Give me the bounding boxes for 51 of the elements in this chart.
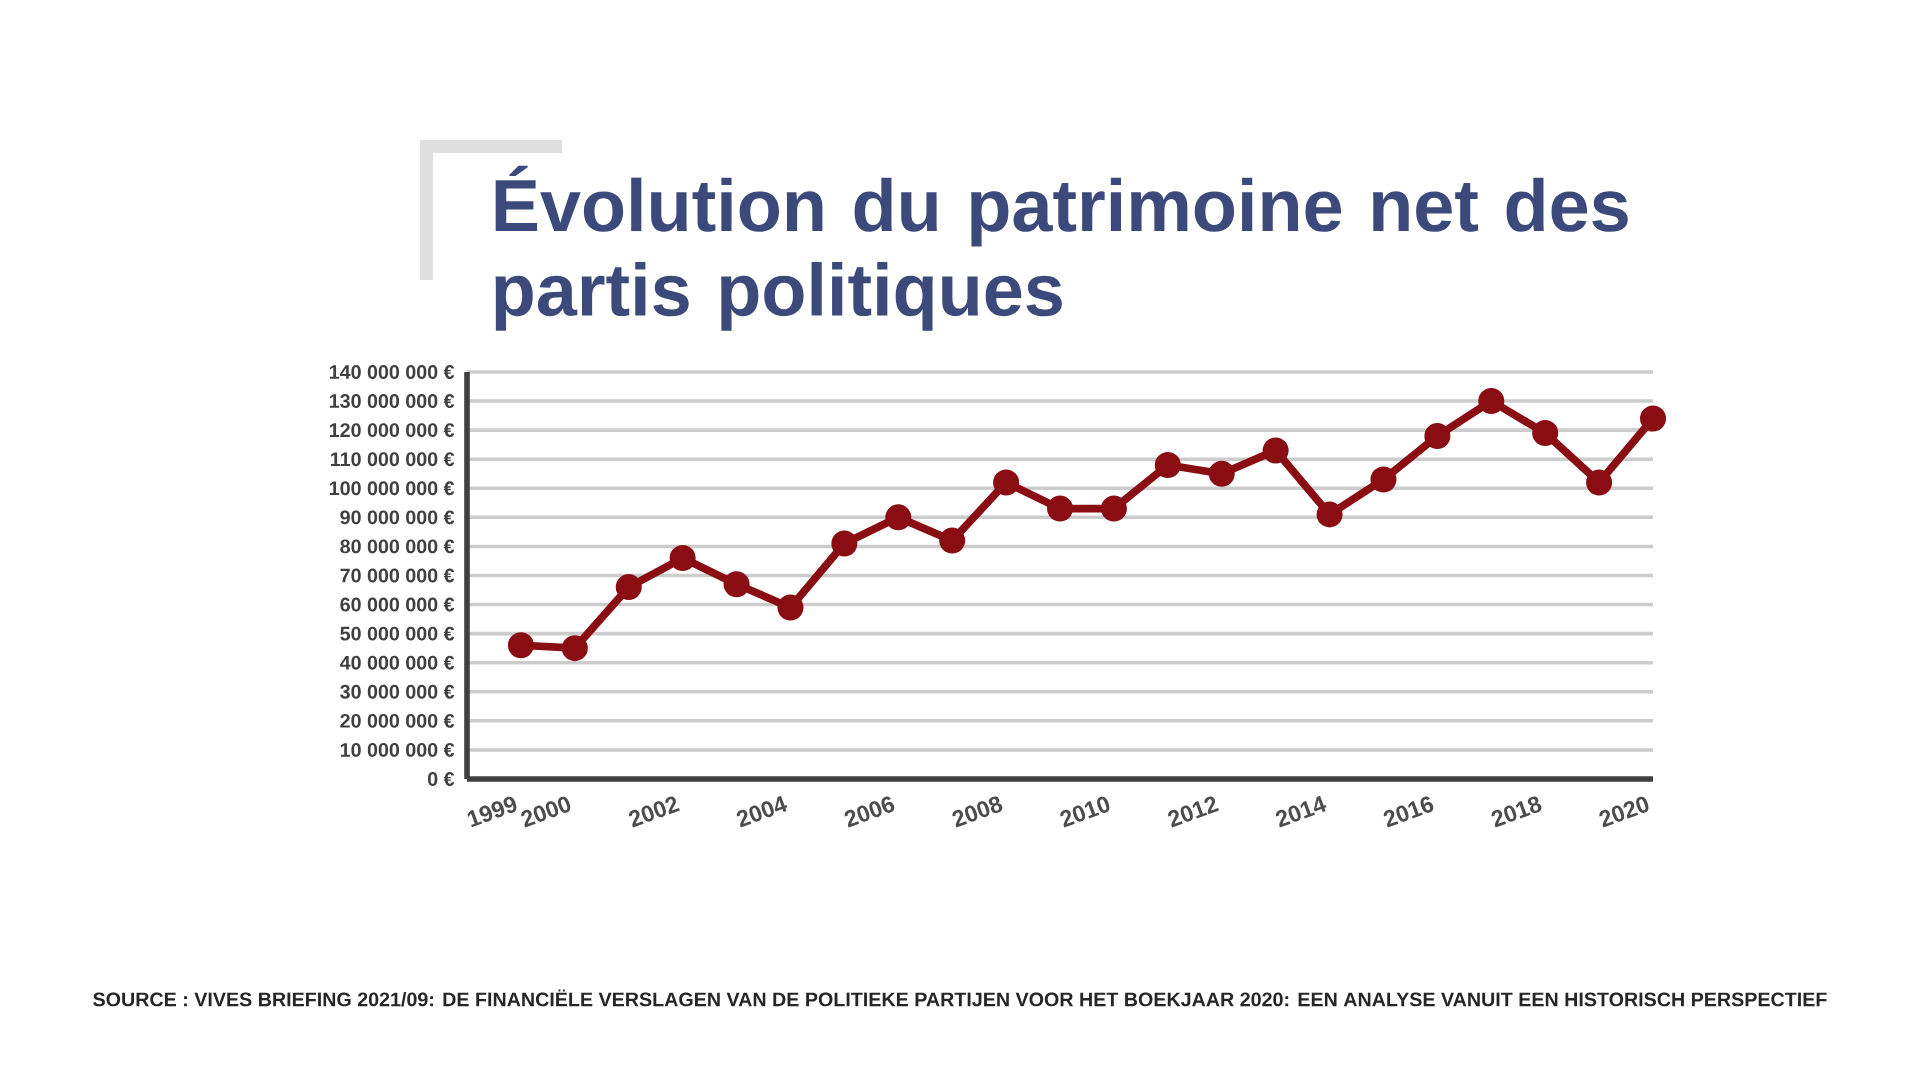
x-tick-label: 2004 bbox=[736, 795, 788, 828]
source-note: SOURCE : VIVES BRIEFING 2021/09: DE FINANCIËLE VERSLAGEN VAN DE POLITIEKE PARTIJEN VOOR HET BOEKJAAR 2020: EEN ANALYSE VANUIT EEN HISTORISCH PERSPECTIEF bbox=[93, 989, 1827, 1007]
x-tick-label: 2016 bbox=[1383, 796, 1434, 828]
point bbox=[1532, 420, 1559, 447]
x-tick-label: 2000 bbox=[521, 796, 571, 828]
x-tick-label: 2010 bbox=[1060, 796, 1110, 828]
point bbox=[939, 527, 966, 554]
y-tick-label: 10 000 000 € bbox=[340, 742, 455, 757]
x-tick-label: 2012 bbox=[1168, 796, 1219, 828]
y-tick-label: 110 000 000 € bbox=[331, 452, 455, 467]
point bbox=[615, 574, 642, 601]
chart-title: Évolution du patrimoine net des partis politiques bbox=[495, 165, 1628, 331]
point bbox=[1478, 388, 1505, 415]
point bbox=[1262, 437, 1289, 464]
point bbox=[1208, 460, 1235, 487]
y-tick-label: 70 000 000 € bbox=[340, 568, 455, 583]
point bbox=[561, 635, 588, 662]
y-tick-label: 60 000 000 € bbox=[340, 597, 455, 612]
y-tick-label: 20 000 000 € bbox=[340, 713, 455, 728]
point bbox=[885, 504, 912, 531]
y-tick-label: 100 000 000 € bbox=[329, 481, 455, 496]
x-tick-label: 2020 bbox=[1599, 796, 1649, 828]
y-tick-label: 40 000 000 € bbox=[339, 655, 455, 670]
point bbox=[993, 469, 1020, 496]
y-tick-label: 0 € bbox=[428, 772, 455, 786]
x-tick-label: 2014 bbox=[1275, 795, 1327, 828]
y-tick-label: 30 000 000 € bbox=[340, 684, 455, 699]
point bbox=[669, 545, 696, 572]
y-tick-label: 120 000 000 € bbox=[329, 423, 455, 438]
y-tick-label: 90 000 000 € bbox=[340, 510, 455, 525]
x-tick-label: 2002 bbox=[629, 796, 680, 828]
point bbox=[1586, 469, 1613, 496]
y-tick-label: 140 000 000 € bbox=[329, 365, 455, 379]
x-tick-label: 2006 bbox=[844, 796, 895, 828]
point bbox=[777, 594, 804, 621]
point bbox=[1424, 422, 1451, 449]
x-tick-label: 2018 bbox=[1491, 796, 1542, 828]
point bbox=[1047, 495, 1074, 522]
point bbox=[1370, 466, 1397, 493]
point bbox=[1316, 501, 1343, 528]
point bbox=[1154, 451, 1181, 479]
y-tick-label: 80 000 000 € bbox=[340, 539, 455, 554]
y-tick-label: 130 000 000 € bbox=[329, 394, 455, 409]
point bbox=[507, 632, 534, 659]
x-tick-label: 1999 bbox=[467, 796, 517, 828]
y-tick-label: 50 000 000 € bbox=[340, 626, 455, 641]
point bbox=[1640, 405, 1667, 432]
x-tick-label: 2008 bbox=[952, 796, 1003, 828]
point bbox=[723, 571, 750, 598]
point bbox=[831, 530, 858, 557]
point bbox=[1100, 495, 1127, 522]
